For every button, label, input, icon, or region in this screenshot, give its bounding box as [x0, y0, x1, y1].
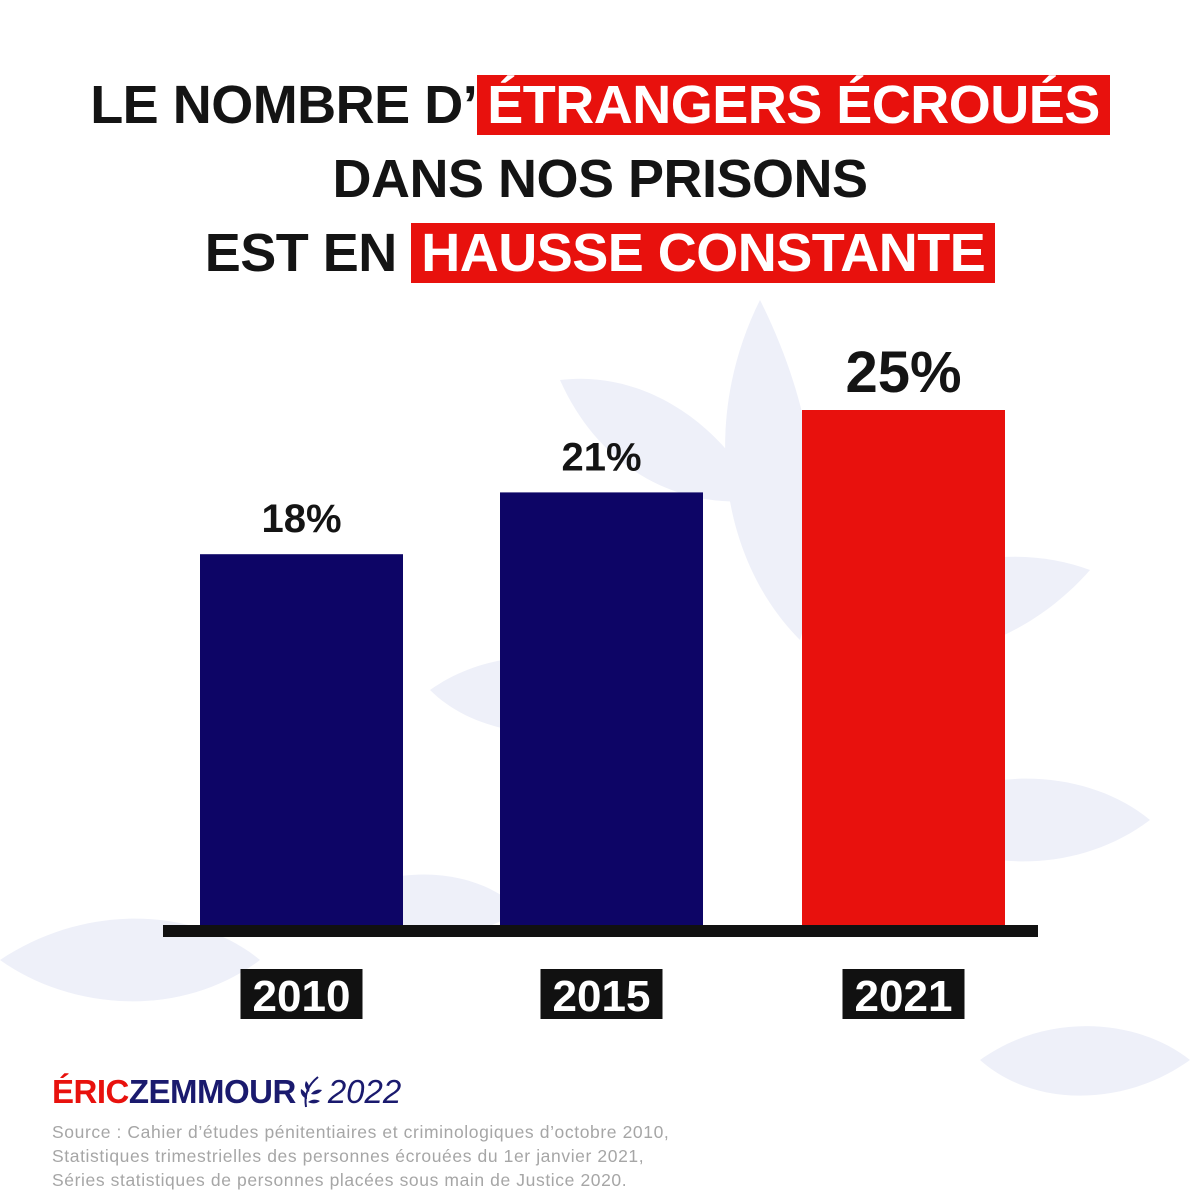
- title-line-2: DANS NOS PRISONS: [332, 149, 868, 209]
- source-line-1: Source : Cahier d’études pénitentiaires …: [52, 1122, 670, 1142]
- bar-2015: [500, 492, 703, 925]
- value-label-2015: 21%: [561, 435, 641, 479]
- category-box-2010: [240, 969, 363, 1019]
- bar-2021: [802, 410, 1005, 925]
- chart-title: LE NOMBRE D’ ÉTRANGERS ÉCROUÉS DANS NOS P…: [0, 68, 1200, 290]
- brand-year: 2022: [327, 1073, 402, 1110]
- brand-last-name: ZEMMOUR: [128, 1073, 296, 1110]
- category-label-2021: 2021: [855, 972, 953, 1021]
- title-line-3: EST EN HAUSSE CONSTANTE: [0, 216, 1200, 290]
- category-label-2010: 2010: [253, 972, 351, 1021]
- laurel-icon: [300, 1076, 322, 1108]
- source-line-3: Séries statistiques de personnes placées…: [52, 1170, 628, 1190]
- category-box-2015: [540, 969, 663, 1019]
- title-line-1: LE NOMBRE D’ ÉTRANGERS ÉCROUÉS: [0, 68, 1200, 142]
- value-label-2021: 25%: [845, 340, 961, 405]
- title-highlight-hausse: HAUSSE CONSTANTE: [411, 223, 996, 283]
- source-note: Source : Cahier d’études pénitentiaires …: [52, 1120, 669, 1192]
- title-line1-prefix: LE NOMBRE D’: [90, 75, 478, 135]
- title-line3-prefix: EST EN: [204, 223, 412, 283]
- bar-2010: [200, 554, 403, 925]
- brand-logo: ÉRIC ZEMMOUR 2022: [52, 1072, 669, 1112]
- footer: ÉRIC ZEMMOUR 2022 Source : Cahier d’étude…: [52, 1072, 669, 1192]
- brand-first-name: ÉRIC: [52, 1073, 129, 1110]
- source-line-2: Statistiques trimestrielles des personne…: [52, 1146, 645, 1166]
- value-label-2010: 18%: [261, 497, 341, 541]
- category-box-2021: [842, 969, 965, 1019]
- category-label-2015: 2015: [553, 972, 651, 1021]
- x-axis-line: [163, 925, 1038, 937]
- title-highlight-etrangers: ÉTRANGERS ÉCROUÉS: [477, 75, 1110, 135]
